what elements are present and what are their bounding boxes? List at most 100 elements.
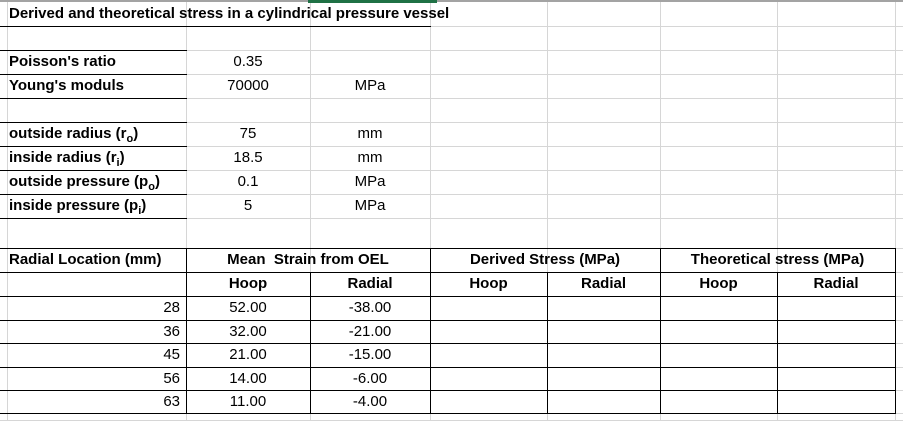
cell-derived-radial[interactable] xyxy=(547,390,660,413)
param-value-inside-radius[interactable]: 18.5 xyxy=(233,149,263,166)
table-border xyxy=(895,248,896,414)
cell-strain-hoop[interactable]: 21.00 xyxy=(229,346,267,363)
param-value-youngs-modulus[interactable]: 70000 xyxy=(227,77,269,94)
param-label-close: ) xyxy=(119,149,125,166)
cell-location[interactable]: 56 xyxy=(163,370,180,387)
param-label-youngs-modulus[interactable]: Young's moduls xyxy=(7,74,186,98)
cell-derived-hoop[interactable] xyxy=(430,320,547,343)
param-label-subscript: o xyxy=(126,133,134,145)
cell-strain-radial[interactable]: -15.00 xyxy=(348,346,392,363)
table-border xyxy=(547,272,548,414)
param-label-subscript: i xyxy=(116,157,120,169)
cell-strain-radial[interactable]: -4.00 xyxy=(352,393,388,410)
header-mean-strain[interactable]: Mean Strain from OEL xyxy=(227,251,389,268)
cell-derived-hoop[interactable] xyxy=(430,367,547,390)
param-value-inside-pressure[interactable]: 5 xyxy=(243,197,253,214)
table-border xyxy=(0,248,896,249)
param-value-outside-pressure[interactable]: 0.1 xyxy=(237,173,259,190)
param-label-text: outside radius (r xyxy=(9,125,127,142)
param-unit-inside-radius[interactable]: mm xyxy=(357,149,383,166)
cell-theoretical-radial[interactable] xyxy=(777,296,895,320)
param-label-inside-radius[interactable]: inside radius (ri) xyxy=(7,146,186,170)
cell-strain-hoop[interactable]: 52.00 xyxy=(229,299,267,316)
subheader-empty-cell[interactable] xyxy=(7,272,186,296)
cell-theoretical-radial[interactable] xyxy=(777,367,895,390)
param-unit-youngs-modulus[interactable]: MPa xyxy=(354,77,386,94)
cell-location[interactable]: 63 xyxy=(163,393,180,410)
gridline-h xyxy=(0,146,903,147)
gridline-h xyxy=(0,50,903,51)
gridline-h xyxy=(0,122,903,123)
param-unit-outside-pressure[interactable]: MPa xyxy=(354,173,386,190)
cell-strain-radial[interactable]: -6.00 xyxy=(352,370,388,387)
param-label-close: ) xyxy=(141,197,147,214)
cell-theoretical-hoop[interactable] xyxy=(660,343,777,367)
gridline-h xyxy=(0,194,903,195)
table-border xyxy=(0,320,896,321)
table-border xyxy=(660,248,661,414)
cell-derived-hoop[interactable] xyxy=(430,343,547,367)
subheader-derived-hoop[interactable]: Hoop xyxy=(469,275,508,292)
cell-strain-hoop[interactable]: 32.00 xyxy=(229,323,267,340)
cell-derived-radial[interactable] xyxy=(547,320,660,343)
cell-derived-radial[interactable] xyxy=(547,296,660,320)
cell-theoretical-hoop[interactable] xyxy=(660,320,777,343)
gridline-v xyxy=(547,2,548,420)
cell-derived-radial[interactable] xyxy=(547,343,660,367)
param-unit-inside-pressure[interactable]: MPa xyxy=(354,197,386,214)
header-theoretical-stress[interactable]: Theoretical stress (MPa) xyxy=(690,251,865,268)
gridline-v xyxy=(777,2,778,420)
param-value-outside-radius[interactable]: 75 xyxy=(239,125,257,142)
table-border xyxy=(0,390,896,391)
subheader-strain-hoop[interactable]: Hoop xyxy=(228,275,268,292)
header-radial-location[interactable]: Radial Location (mm) xyxy=(9,251,162,268)
cell-border xyxy=(0,170,187,171)
cell-border xyxy=(0,98,187,99)
cell-strain-hoop[interactable]: 11.00 xyxy=(229,393,267,410)
table-border xyxy=(186,248,187,414)
gridline-h xyxy=(0,420,903,421)
cell-theoretical-radial[interactable] xyxy=(777,390,895,413)
cell-strain-radial[interactable]: -21.00 xyxy=(348,323,392,340)
table-border xyxy=(430,248,431,414)
cell-theoretical-radial[interactable] xyxy=(777,320,895,343)
param-label-text: Young's moduls xyxy=(9,77,124,94)
cell-location[interactable]: 36 xyxy=(163,323,180,340)
param-unit-poissons-ratio[interactable] xyxy=(310,50,430,74)
selection-border-fragment xyxy=(308,0,437,3)
subheader-derived-radial[interactable]: Radial xyxy=(580,275,626,292)
table-border xyxy=(777,272,778,414)
param-label-subscript: i xyxy=(138,205,142,217)
cell-derived-radial[interactable] xyxy=(547,367,660,390)
param-label-text: inside pressure (p xyxy=(9,197,139,214)
cell-derived-hoop[interactable] xyxy=(430,296,547,320)
cell-derived-hoop[interactable] xyxy=(430,390,547,413)
table-border xyxy=(0,272,896,273)
cell-border xyxy=(0,194,187,195)
cell-theoretical-hoop[interactable] xyxy=(660,390,777,413)
cell-strain-radial[interactable]: -38.00 xyxy=(348,299,392,316)
cell-location[interactable]: 45 xyxy=(163,346,180,363)
param-label-poissons-ratio[interactable]: Poisson's ratio xyxy=(7,50,186,74)
gridline-v xyxy=(310,2,311,420)
param-label-outside-radius[interactable]: outside radius (ro) xyxy=(7,122,186,146)
param-label-inside-pressure[interactable]: inside pressure (pi) xyxy=(7,194,186,218)
gridline-v xyxy=(7,2,8,420)
table-border xyxy=(0,343,896,344)
cell-theoretical-hoop[interactable] xyxy=(660,296,777,320)
header-derived-stress[interactable]: Derived Stress (MPa) xyxy=(469,251,621,268)
cell-border xyxy=(0,218,187,219)
cell-location[interactable]: 28 xyxy=(163,299,180,316)
cell-theoretical-hoop[interactable] xyxy=(660,367,777,390)
param-unit-outside-radius[interactable]: mm xyxy=(357,125,383,142)
subheader-theoretical-hoop[interactable]: Hoop xyxy=(699,275,738,292)
sheet-title-cell[interactable]: Derived and theoretical stress in a cyli… xyxy=(9,5,450,22)
subheader-theoretical-radial[interactable]: Radial xyxy=(813,275,859,292)
param-value-poissons-ratio[interactable]: 0.35 xyxy=(233,53,263,70)
cell-theoretical-radial[interactable] xyxy=(777,343,895,367)
cell-border xyxy=(0,146,187,147)
param-label-outside-pressure[interactable]: outside pressure (po) xyxy=(7,170,186,194)
subheader-strain-radial[interactable]: Radial xyxy=(347,275,393,292)
cell-strain-hoop[interactable]: 14.00 xyxy=(229,370,267,387)
